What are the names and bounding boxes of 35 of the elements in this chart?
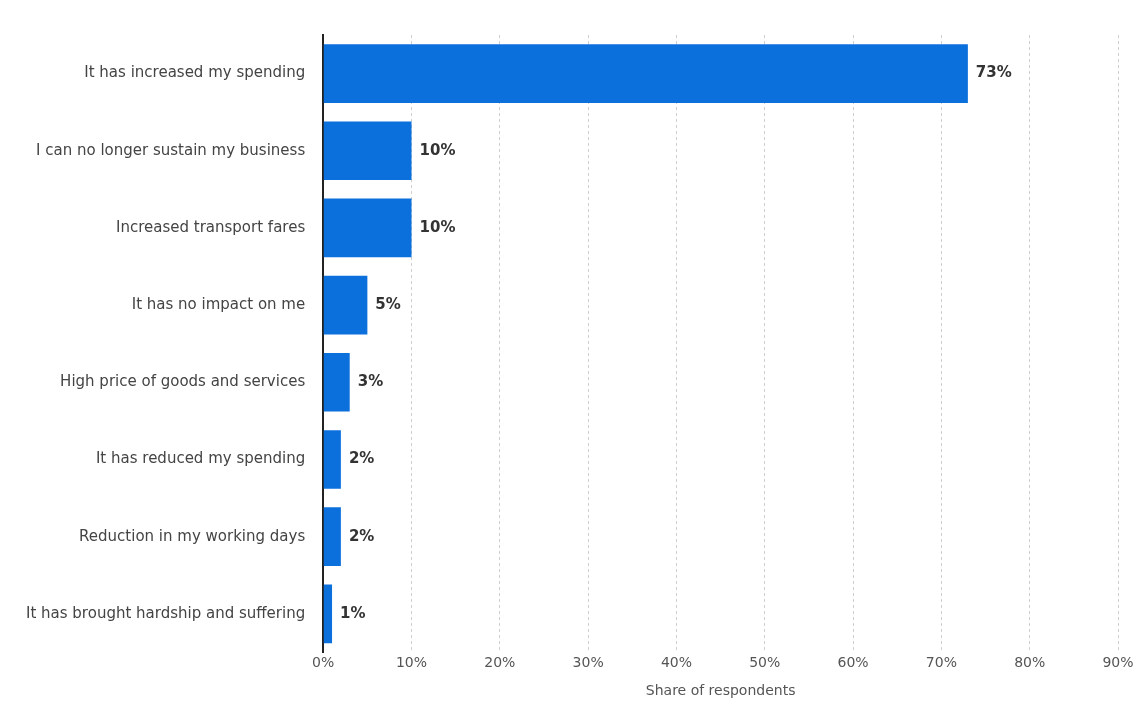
x-tick-label: 20% [484,654,516,671]
x-tick-label: 0% [312,654,335,671]
x-tick-label: 30% [572,654,604,671]
x-tick-label: 80% [1014,654,1046,671]
bar [323,44,968,103]
y-tick-label: It has increased my spending [84,63,306,82]
y-tick-label: It has no impact on me [131,295,306,313]
data-label: 2% [348,449,375,468]
data-label: 3% [357,372,384,391]
bar [323,121,412,181]
y-tick-label: Increased transport fares [116,217,306,236]
x-tick-label: 70% [925,654,957,671]
bar [323,507,341,566]
bar [323,352,350,412]
y-tick-label: I can no longer sustain my business [36,140,306,159]
data-label: 2% [348,526,375,545]
x-tick-label: 60% [837,654,869,671]
data-label: 10% [419,217,456,236]
x-tick-label: 90% [1102,654,1134,671]
bar [323,430,341,489]
y-tick-label: High price of goods and services [60,372,306,391]
x-axis-title: Share of respondents [645,682,796,699]
y-tick-label: It has brought hardship and suffering [26,603,306,622]
data-label: 10% [419,140,456,159]
bar [323,198,412,258]
bar [323,275,368,335]
x-tick-label: 10% [395,654,428,671]
data-label: 1% [340,603,366,622]
y-tick-label: Reduction in my working days [79,526,306,545]
x-tick-label: 50% [749,654,781,671]
x-tick-label: 40% [660,654,693,671]
data-label: 73% [975,63,1012,82]
y-tick-label: It has reduced my spending [95,449,306,468]
data-label: 5% [375,295,401,313]
bar [323,584,333,644]
